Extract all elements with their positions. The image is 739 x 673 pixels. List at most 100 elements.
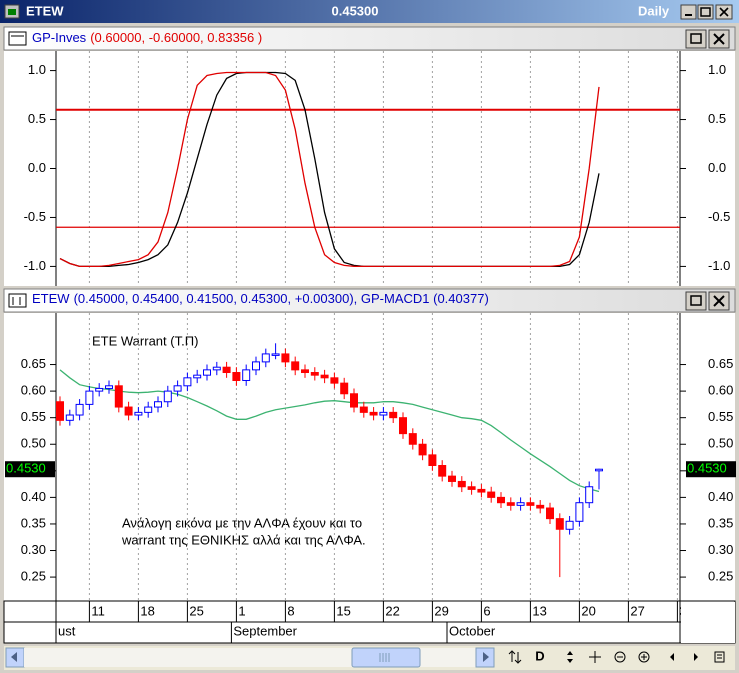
pan-icon[interactable] [589, 651, 601, 663]
pane-close-glyph [713, 33, 725, 45]
security-values: (0.45000, 0.45400, 0.41500, 0.45300, +0.… [74, 291, 489, 306]
month-label: October [449, 623, 496, 638]
candle-body [114, 385, 123, 408]
pane-maximize[interactable] [685, 291, 707, 311]
last-price-box [5, 461, 55, 478]
candle-body [389, 411, 398, 419]
candle-body [301, 369, 309, 374]
x-tick-label: 22 [385, 603, 399, 618]
window-price: 0.45300 [332, 3, 379, 18]
candle-body [497, 496, 505, 504]
moving-average-line [59, 369, 600, 493]
zoom-in-glyph [641, 654, 647, 660]
y-tick-label: 0.0 [28, 160, 46, 175]
candle-body [222, 366, 231, 374]
minimize-button[interactable] [680, 4, 697, 20]
candle-body [595, 468, 603, 472]
zoom-in-icon[interactable] [638, 651, 650, 663]
candle-body [379, 411, 388, 416]
candle-body [516, 502, 525, 506]
x-tick-label: 15 [336, 603, 350, 618]
x-tick-label: 6 [483, 603, 490, 618]
last-price-label: 0.4530 [6, 461, 46, 476]
candle-body [65, 414, 74, 421]
candle-body [75, 403, 84, 416]
candle-body [408, 433, 417, 445]
candle-body [310, 372, 319, 376]
pane-header [3, 26, 736, 51]
zoom-vertical-icon[interactable] [567, 651, 573, 663]
candle-body [56, 401, 64, 421]
candle-body [85, 390, 94, 405]
y-tick-label: 0.25 [21, 569, 46, 584]
candle-body [281, 353, 290, 363]
candle-body [448, 475, 456, 482]
candle-body [232, 372, 241, 381]
pane-plot [4, 51, 735, 286]
pane-title: GP-Inves (0.60000, -0.60000, 0.83356 ) [32, 30, 262, 45]
pane-maximize[interactable] [685, 29, 707, 49]
pane-title: ETEW (0.45000, 0.45400, 0.41500, 0.45300,… [32, 291, 489, 306]
menu-icon[interactable] [714, 651, 725, 663]
pane-maximize-glyph [690, 295, 702, 306]
candle-body [438, 465, 447, 477]
y-tick-label: 0.55 [21, 409, 46, 424]
x-tick-label: 11 [91, 603, 105, 618]
x-tick-label: 20 [581, 603, 595, 618]
zoom-out-icon[interactable] [614, 651, 626, 663]
scroll-grip [379, 653, 390, 662]
y-tick-label: 0.35 [708, 515, 733, 530]
pane-icon [8, 31, 27, 46]
candle-body [575, 502, 584, 522]
annotation: ETE Warrant (Τ.Π) [92, 333, 198, 348]
candle-body [212, 366, 221, 371]
y-tick-label: 0.60 [21, 383, 46, 398]
y-tick-label: 0.40 [21, 489, 46, 504]
candle-body [565, 520, 574, 530]
window-buttons [680, 4, 733, 20]
y-tick-label: -1.0 [24, 258, 46, 273]
pane-plot [4, 313, 735, 601]
candle-body [526, 502, 535, 506]
refresh-icon[interactable] [508, 650, 522, 664]
maximize-glyph [700, 7, 711, 17]
pane-close-glyph [713, 295, 725, 307]
x-tick-label: 8 [287, 603, 294, 618]
candle-body [457, 480, 466, 488]
y-tick-label: 0.25 [708, 569, 733, 584]
menu-glyph [717, 654, 722, 659]
candle-body [428, 454, 437, 467]
x-tick-label: 29 [434, 603, 448, 618]
y-tick-label: 0.50 [21, 436, 46, 451]
forward-icon[interactable] [694, 653, 698, 661]
candle-body [536, 504, 545, 509]
candle-body [154, 401, 162, 408]
window-title: ETEW [26, 3, 64, 18]
indicator-line [59, 71, 600, 268]
app-icon-inner [8, 9, 16, 15]
y-tick-label: 0.65 [21, 356, 46, 371]
y-tick-label: 0.30 [708, 542, 733, 557]
month-label: September [233, 623, 297, 638]
y-tick-label: 0.5 [708, 111, 726, 126]
close-glyph [719, 7, 729, 17]
period-button[interactable]: D [535, 648, 544, 663]
y-tick-label: 0.5 [28, 111, 46, 126]
candle-body [399, 417, 407, 435]
candle-body [163, 390, 172, 403]
y-tick-label: 0.65 [708, 356, 733, 371]
candle-body [330, 377, 339, 384]
candle-body [467, 486, 476, 490]
pane-header [3, 288, 736, 313]
candle-body [506, 502, 515, 506]
x-tick-label: 27 [630, 603, 644, 618]
candle-body [546, 507, 554, 520]
plot-area [56, 51, 680, 286]
y-tick-label: -0.5 [24, 209, 46, 224]
y-tick-label: -1.0 [708, 258, 730, 273]
candle-body [95, 387, 104, 392]
back-icon[interactable] [670, 653, 674, 661]
scroll-right-glyph [483, 652, 489, 662]
annotation: warrant της ΕΘΝΙΚΗΣ αλλά και της ΑΛΦΑ. [121, 532, 366, 547]
